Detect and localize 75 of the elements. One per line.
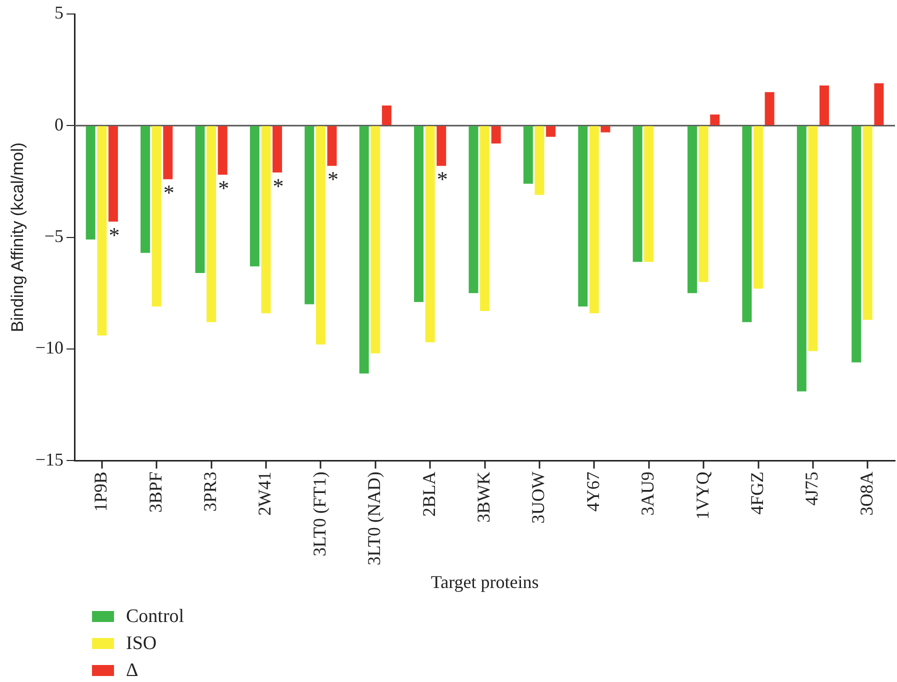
annotation: * <box>327 166 338 192</box>
x-tick-label: 1P9B <box>90 472 111 512</box>
bar <box>250 126 260 266</box>
bar <box>425 126 435 342</box>
bar <box>862 126 872 320</box>
x-tick-label: 2W41 <box>254 472 275 516</box>
bar <box>195 126 205 274</box>
bar <box>632 126 642 262</box>
x-tick-label: 3BPF <box>145 472 166 513</box>
legend-label: Control <box>126 606 184 628</box>
x-tick-label: 3BWK <box>474 472 494 523</box>
bar <box>272 126 282 173</box>
bar <box>108 126 118 222</box>
bar <box>754 126 764 289</box>
annotation: * <box>436 166 448 192</box>
x-tick-label: 3O8A <box>856 472 876 516</box>
bar <box>414 126 424 302</box>
bar <box>523 126 533 184</box>
bar <box>436 126 446 166</box>
legend-label: ISO <box>126 632 157 654</box>
x-tick-label: 3AU9 <box>638 472 658 516</box>
bar <box>578 126 588 307</box>
bar <box>261 126 271 314</box>
bar <box>534 126 544 195</box>
bar <box>796 126 806 392</box>
bar <box>304 126 314 304</box>
bar <box>468 126 478 294</box>
annotation: * <box>218 176 230 201</box>
y-tick-label: −5 <box>44 226 64 246</box>
bar <box>152 126 162 307</box>
y-tick-label: −10 <box>35 338 64 358</box>
x-tick-label: 3PR3 <box>200 472 220 512</box>
bar <box>86 126 96 240</box>
bar <box>808 126 818 352</box>
bar <box>874 83 884 126</box>
bar <box>742 126 752 322</box>
bar <box>218 126 228 175</box>
bar <box>97 126 107 336</box>
x-tick-label: 1VYQ <box>692 472 712 520</box>
x-tick-label: 3LT0 (NAD) <box>364 472 384 566</box>
y-tick-label: 5 <box>54 2 64 23</box>
bar <box>710 114 720 126</box>
bar <box>316 126 326 344</box>
x-tick-label: 3UOW <box>528 472 548 524</box>
bar <box>382 106 392 126</box>
bar <box>688 126 698 294</box>
bar <box>852 126 862 362</box>
bar <box>491 126 501 144</box>
bar <box>546 126 556 137</box>
bar <box>764 92 774 126</box>
x-tick-label: 4FGZ <box>746 472 767 515</box>
x-tick-label: 2BLA <box>418 472 439 517</box>
legend-label: Δ <box>126 660 138 682</box>
bar <box>370 126 380 354</box>
y-tick-label: 0 <box>54 114 64 134</box>
bar <box>644 126 654 262</box>
bar <box>600 126 610 132</box>
bar <box>698 126 708 282</box>
x-axis-title: Target proteins <box>430 572 539 592</box>
annotation: * <box>163 180 174 206</box>
y-tick-label: −15 <box>35 449 64 470</box>
bar <box>820 85 830 126</box>
bar <box>480 126 490 311</box>
annotation: * <box>272 173 284 198</box>
bar <box>589 126 599 314</box>
bar <box>206 126 216 322</box>
y-axis-title: Binding Affinity (kcal/mol) <box>8 142 27 332</box>
x-tick-label: 4Y67 <box>582 472 603 512</box>
bar <box>163 126 173 180</box>
x-tick-label: 3LT0 (FT1) <box>309 472 330 556</box>
bar <box>327 126 337 166</box>
annotation: * <box>108 222 120 248</box>
bar <box>359 126 369 374</box>
bar <box>140 126 150 253</box>
x-tick-label: 4J75 <box>802 472 822 506</box>
